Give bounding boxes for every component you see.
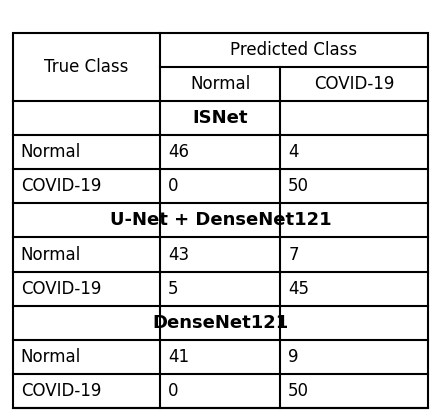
Text: DenseNet121: DenseNet121	[152, 314, 289, 332]
Text: 50: 50	[288, 382, 309, 400]
Text: Normal: Normal	[21, 143, 81, 161]
Text: 5: 5	[168, 280, 178, 297]
Text: 45: 45	[288, 280, 309, 297]
Text: COVID-19: COVID-19	[21, 177, 101, 195]
Text: Normal: Normal	[190, 75, 251, 93]
Text: 43: 43	[168, 246, 189, 264]
Text: Normal: Normal	[21, 348, 81, 366]
Text: ISNet: ISNet	[193, 109, 248, 127]
Text: Predicted Class: Predicted Class	[230, 41, 358, 59]
Text: 9: 9	[288, 348, 299, 366]
Text: True Class: True Class	[44, 58, 129, 76]
Text: Normal: Normal	[21, 246, 81, 264]
Text: COVID-19: COVID-19	[21, 382, 101, 400]
Text: U-Net + DenseNet121: U-Net + DenseNet121	[109, 211, 331, 229]
Text: COVID-19: COVID-19	[314, 75, 394, 93]
Text: 46: 46	[168, 143, 189, 161]
Text: 0: 0	[168, 177, 178, 195]
Text: 0: 0	[168, 382, 178, 400]
Text: 41: 41	[168, 348, 189, 366]
Text: 50: 50	[288, 177, 309, 195]
Text: 4: 4	[288, 143, 299, 161]
Text: 7: 7	[288, 246, 299, 264]
Text: COVID-19: COVID-19	[21, 280, 101, 297]
